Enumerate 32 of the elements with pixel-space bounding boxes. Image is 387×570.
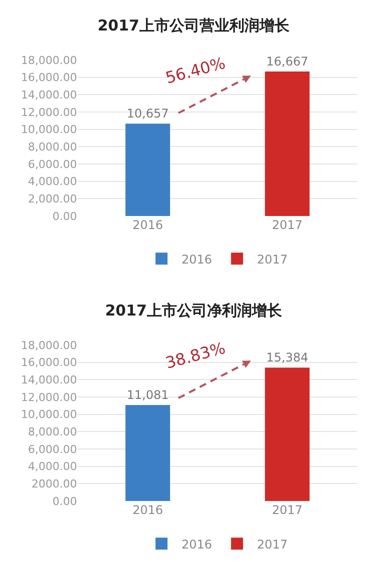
- data-label: 15,384: [266, 350, 308, 365]
- y-tick-label: 8,000.00: [28, 426, 77, 439]
- y-tick-label: 4,000.00: [28, 460, 77, 474]
- y-tick-label: 12,000.00: [21, 106, 77, 119]
- annotation: 38.83%: [163, 338, 228, 372]
- data-label: 11,081: [126, 388, 169, 402]
- y-tick-label: 18,000.00: [21, 54, 77, 67]
- data-label: 16,667: [266, 54, 308, 69]
- y-tick-label: 0.00: [52, 494, 77, 508]
- y-tick-label: 12,000.00: [21, 390, 77, 404]
- chart-title: 2017上市公司净利润增长: [105, 301, 283, 320]
- y-tick-label: 2000.00: [32, 478, 77, 491]
- data-label: 10,657: [126, 106, 169, 121]
- y-tick-label: 14,000.00: [21, 88, 77, 102]
- y-tick-label: 16,000.00: [21, 71, 77, 84]
- legend-label: 2016: [182, 252, 212, 266]
- y-tick-label: 6,000.00: [28, 442, 77, 456]
- y-tick-label: 10,000.00: [21, 123, 77, 136]
- y-tick-label: 10,000.00: [21, 408, 77, 422]
- legend-label: 2017: [257, 537, 288, 552]
- y-tick-label: 16,000.00: [21, 356, 77, 370]
- legend-label: 2017: [257, 252, 288, 266]
- y-tick-label: 6,000.00: [28, 158, 77, 171]
- y-tick-label: 0.00: [52, 210, 77, 223]
- y-tick-label: 4,000.00: [28, 175, 77, 188]
- legend-label: 2016: [182, 537, 212, 552]
- y-tick-label: 14,000.00: [21, 374, 77, 387]
- y-tick-label: 18,000.00: [21, 338, 77, 352]
- y-tick-label: 8,000.00: [28, 140, 77, 154]
- y-tick-label: 2,000.00: [28, 192, 77, 206]
- annotation: 56.40%: [163, 53, 228, 88]
- chart-title: 2017上市公司营业利润增长: [98, 16, 290, 34]
